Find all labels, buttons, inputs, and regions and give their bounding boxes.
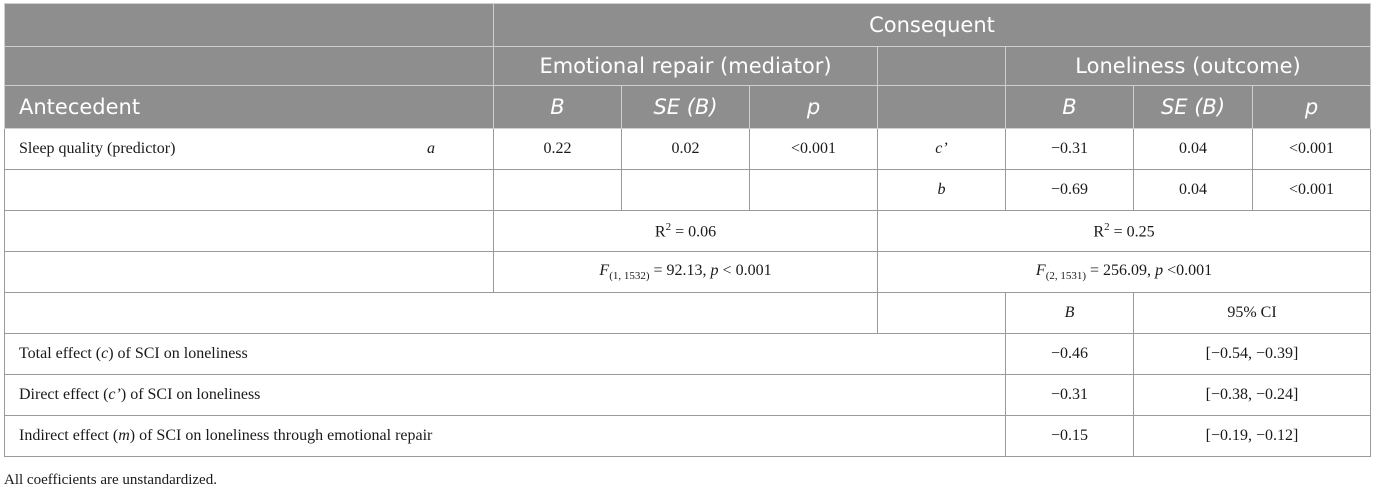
direct-effect-b: −0.31 — [1005, 374, 1134, 416]
empty-cell — [4, 251, 494, 293]
outcome-f-statistic: F(2, 1531) = 256.09, p <0.001 — [876, 251, 1372, 293]
header-mediator-p: p — [749, 85, 878, 129]
mediation-results-table: Consequent Emotional repair (mediator) L… — [4, 3, 1372, 457]
indirect-effect-b: −0.15 — [1005, 415, 1134, 457]
header-mediator-b: B — [493, 85, 622, 129]
outcome-se-value: 0.04 — [1133, 169, 1253, 211]
table-row-total-effect: Total effect (c) of SCI on loneliness −0… — [4, 333, 1372, 375]
header-outcome-b: B — [1005, 85, 1134, 129]
header-row-consequent: Consequent — [4, 3, 1372, 47]
table-row-sleep-quality: Sleep quality (predictor) a 0.22 0.02 <0… — [4, 128, 1372, 170]
header-mediator: Emotional repair (mediator) — [493, 46, 878, 86]
path-a-symbol: a — [427, 140, 435, 157]
header-blank — [877, 85, 1006, 129]
mediator-f-statistic: F(1, 1532) = 92.13, p < 0.001 — [493, 251, 878, 293]
header-row-groups: Emotional repair (mediator) Loneliness (… — [4, 46, 1372, 86]
effects-b-header: B — [1005, 292, 1134, 334]
total-effect-label: Total effect (c) of SCI on loneliness — [4, 333, 1006, 375]
table-footnote: All coefficients are unstandardized. — [4, 472, 217, 488]
table-row-r-squared: R2 = 0.06 R2 = 0.25 — [4, 210, 1372, 252]
table-row-f-statistic: F(1, 1532) = 92.13, p < 0.001 F(2, 1531)… — [4, 251, 1372, 293]
effects-ci-header: 95% CI — [1132, 292, 1372, 334]
header-consequent: Consequent — [492, 3, 1372, 47]
table-row-direct-effect: Direct effect (c’) of SCI on loneliness … — [4, 374, 1372, 416]
header-blank — [4, 3, 494, 47]
outcome-p-value: <0.001 — [1251, 169, 1372, 211]
results-table-container: Consequent Emotional repair (mediator) L… — [4, 3, 1372, 457]
table-row-indirect-effect: Indirect effect (m) of SCI on loneliness… — [4, 415, 1372, 457]
header-blank — [877, 46, 1006, 86]
empty-cell — [4, 169, 494, 211]
outcome-b-value: −0.31 — [1005, 128, 1134, 170]
direct-effect-label: Direct effect (c’) of SCI on loneliness — [4, 374, 1006, 416]
header-outcome: Loneliness (outcome) — [1004, 46, 1372, 86]
empty-cell — [4, 292, 878, 334]
row-label: Sleep quality (predictor) — [19, 140, 176, 157]
path-c-prime-symbol: c’ — [877, 128, 1006, 170]
total-effect-b: −0.46 — [1005, 333, 1134, 375]
header-outcome-se: SE (B) — [1133, 85, 1253, 129]
header-outcome-p: p — [1251, 85, 1372, 129]
outcome-b-value: −0.69 — [1005, 169, 1134, 211]
empty-cell — [877, 292, 1006, 334]
mediator-p-value: <0.001 — [749, 128, 878, 170]
mediator-r-squared: R2 = 0.06 — [493, 210, 878, 252]
header-blank — [4, 46, 494, 86]
header-antecedent: Antecedent — [4, 85, 494, 129]
outcome-se-value: 0.04 — [1133, 128, 1253, 170]
empty-cell — [4, 210, 494, 252]
outcome-p-value: <0.001 — [1251, 128, 1372, 170]
mediator-b-value: 0.22 — [493, 128, 622, 170]
table-row-mediator-path: b −0.69 0.04 <0.001 — [4, 169, 1372, 211]
indirect-effect-ci: [−0.19, −0.12] — [1132, 415, 1372, 457]
header-row-columns: Antecedent B SE (B) p B SE (B) p — [4, 85, 1372, 129]
empty-cell — [621, 169, 750, 211]
mediator-se-value: 0.02 — [621, 128, 750, 170]
direct-effect-ci: [−0.38, −0.24] — [1132, 374, 1372, 416]
table-row-effects-header: B 95% CI — [4, 292, 1372, 334]
header-mediator-se: SE (B) — [621, 85, 750, 129]
total-effect-ci: [−0.54, −0.39] — [1132, 333, 1372, 375]
outcome-r-squared: R2 = 0.25 — [876, 210, 1372, 252]
row-label-cell: Sleep quality (predictor) a — [4, 128, 494, 170]
indirect-effect-label: Indirect effect (m) of SCI on loneliness… — [4, 415, 1006, 457]
empty-cell — [749, 169, 878, 211]
empty-cell — [493, 169, 622, 211]
path-b-symbol: b — [877, 169, 1006, 211]
